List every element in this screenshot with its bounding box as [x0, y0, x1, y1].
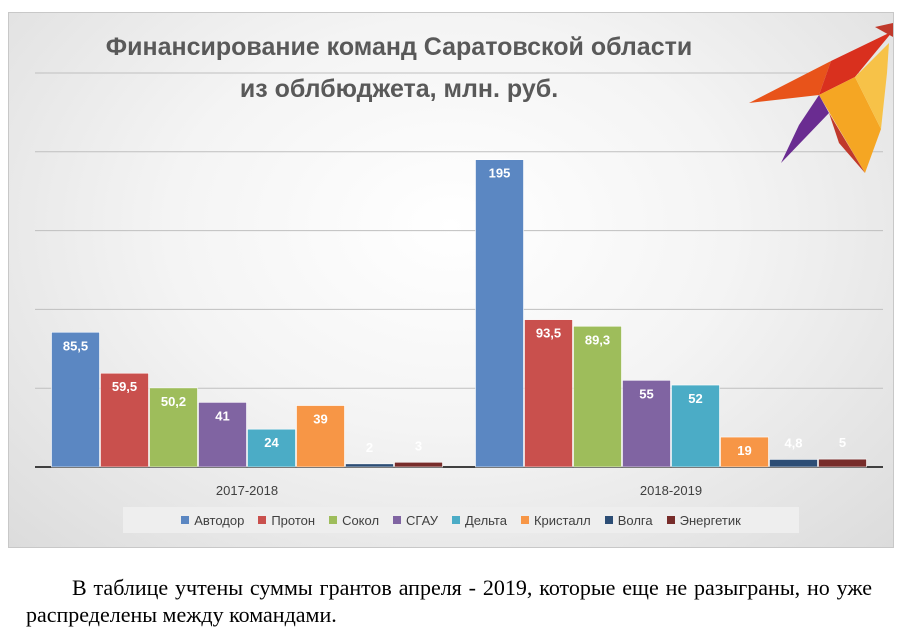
data-label: 4,8: [784, 435, 802, 450]
bar-Сокол-2017-2018: [149, 387, 198, 468]
category-labels: 2017-2018 2018-2019: [216, 483, 702, 498]
caption-text: В таблице учтены суммы грантов апреля - …: [26, 575, 872, 627]
bars: [51, 159, 867, 468]
data-labels: 85,5 59,5 50,2 41 24 39 2 3 195 93,5 89,3 55 52 19 4,8…: [63, 166, 846, 458]
data-label: 2: [366, 440, 373, 455]
bar-Протон-2018-2019: [524, 319, 573, 468]
legend-label: Энергетик: [679, 512, 741, 528]
legend-label: Дельта: [464, 512, 507, 528]
legend-item: Автодор: [181, 513, 244, 528]
data-label: 93,5: [536, 326, 561, 341]
bar-Сокол-2018-2019: [573, 325, 622, 468]
legend-swatch: [258, 516, 267, 524]
legend-swatch: [393, 516, 402, 524]
bird-logo: [749, 23, 893, 173]
bar-Энергетик-2018-2019: [818, 458, 867, 468]
bar-СГАУ-2018-2019: [622, 380, 671, 468]
legend-swatch: [329, 516, 338, 524]
data-label: 52: [688, 391, 702, 406]
bar-Кристалл-2017-2018: [296, 405, 345, 468]
data-label: 195: [489, 166, 511, 181]
legend-item: Энергетик: [666, 512, 741, 528]
bar-Волга-2018-2019: [769, 459, 818, 468]
category-label: 2018-2019: [640, 483, 702, 498]
data-label: 41: [215, 408, 229, 423]
data-label: 3: [415, 438, 422, 453]
bar-Дельта-2017-2018: [247, 428, 296, 468]
legend-label: Сокол: [342, 512, 380, 528]
legend-swatch: [451, 516, 460, 524]
legend-label: Волга: [617, 512, 653, 528]
data-label: 89,3: [585, 332, 610, 347]
legend-label: СГАУ: [406, 512, 438, 528]
data-label: 19: [737, 443, 751, 458]
legend-item: Сокол: [329, 513, 379, 528]
legend-swatch: [181, 516, 190, 524]
data-label: 24: [264, 435, 279, 450]
data-label: 5: [839, 435, 846, 450]
legend-swatch: [520, 516, 529, 524]
bar-СГАУ-2017-2018: [198, 402, 247, 468]
data-label: 50,2: [161, 394, 186, 409]
data-label: 39: [313, 412, 327, 427]
legend-label: Автодор: [194, 512, 245, 528]
bar-Автодор-2017-2018: [51, 331, 100, 468]
bar-Волга-2017-2018: [345, 463, 394, 468]
data-label: 59,5: [112, 379, 137, 394]
chart-legend: Автодор Протон Сокол СГАУ Дельта Кристалл Волг…: [123, 507, 799, 533]
data-label: 55: [639, 386, 653, 401]
legend-swatch: [666, 516, 675, 524]
chart-title-line-2: из облбюджета, млн. руб.: [239, 75, 559, 103]
bar-Протон-2017-2018: [100, 372, 149, 468]
legend-item: СГАУ: [393, 513, 438, 528]
legend-item: Протон: [258, 513, 315, 528]
bar-Энергетик-2017-2018: [394, 461, 443, 468]
legend-swatch: [604, 516, 613, 524]
legend-label: Протон: [271, 512, 316, 528]
bar-Дельта-2018-2019: [671, 384, 720, 468]
bar-Автодор-2018-2019: [475, 159, 524, 468]
chart-area: 85,5 59,5 50,2 41 24 39 2 3 195 93,5 89,3 55 52 19 4,8…: [8, 12, 894, 548]
bar-chart: 85,5 59,5 50,2 41 24 39 2 3 195 93,5 89,3 55 52 19 4,8…: [35, 23, 893, 498]
legend-label: Кристалл: [533, 512, 591, 528]
chart-title-line-1: Финансирование команд Саратовской област…: [105, 33, 693, 61]
legend-item: Волга: [604, 512, 653, 528]
bar-Кристалл-2018-2019: [720, 436, 769, 468]
legend-item: Кристалл: [520, 512, 591, 528]
data-label: 85,5: [63, 338, 88, 353]
legend-item: Дельта: [451, 512, 507, 528]
category-label: 2017-2018: [216, 483, 278, 498]
